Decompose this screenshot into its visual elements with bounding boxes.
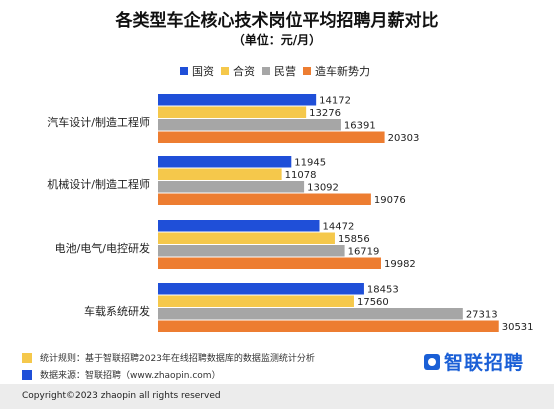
legend-label-minying: 民营: [274, 65, 296, 78]
bar-minying: [158, 308, 463, 320]
legend-label-guozi: 国资: [192, 65, 214, 78]
category-label: 电池/电气/电控研发: [55, 241, 150, 255]
legend-item-hezi: 合资: [221, 63, 255, 79]
bar-guozi: [158, 220, 320, 232]
legend-item-guozi: 国资: [180, 63, 214, 79]
bar-zaoche: [158, 193, 371, 205]
bar-minying: [158, 119, 341, 131]
bar-hezi: [158, 168, 282, 180]
data-label-zaoche: 19982: [384, 259, 416, 270]
legend-item-zaoche: 造车新势力: [303, 63, 370, 79]
footer-bar: [0, 384, 554, 409]
data-label-hezi: 11078: [285, 170, 317, 181]
category-label: 机械设计/制造工程师: [47, 177, 150, 191]
legend-swatch-minying: [262, 67, 270, 75]
category-label: 车载系统研发: [84, 304, 150, 318]
data-label-guozi: 14172: [319, 95, 351, 106]
note-source-marker: [22, 369, 32, 380]
data-label-minying: 16391: [344, 120, 376, 131]
bar-minying: [158, 181, 305, 193]
note-source-text: 数据来源：智联招聘（www.zhaopin.com）: [40, 371, 221, 381]
data-label-guozi: 11945: [294, 157, 326, 168]
chart-legend: 国资 合资 民营 造车新势力: [180, 64, 377, 78]
note-rule-marker: [22, 352, 32, 363]
chart-subtitle: （单位：元/月）: [232, 33, 322, 47]
zhaopin-logo-text: 智联招聘: [444, 352, 525, 374]
data-label-hezi: 13276: [309, 108, 341, 119]
data-label-zaoche: 20303: [388, 133, 420, 144]
data-label-guozi: 14472: [323, 221, 355, 232]
legend-label-hezi: 合资: [233, 65, 255, 78]
bar-zaoche: [158, 131, 385, 143]
bar-hezi: [158, 106, 307, 118]
bar-guozi: [158, 283, 364, 295]
data-label-hezi: 17560: [357, 297, 389, 308]
data-label-minying: 13092: [307, 182, 339, 193]
data-label-zaoche: 30531: [502, 322, 534, 333]
data-label-minying: 27313: [466, 309, 498, 320]
legend-item-minying: 民营: [262, 63, 296, 79]
chart-title: 各类型车企核心技术岗位平均招聘月薪对比: [115, 11, 439, 31]
legend-swatch-zaoche: [303, 67, 311, 75]
category-label: 汽车设计/制造工程师: [47, 115, 150, 129]
data-label-guozi: 18453: [367, 284, 399, 295]
bar-zaoche: [158, 320, 499, 332]
data-label-hezi: 15856: [338, 234, 370, 245]
data-label-minying: 16719: [348, 246, 380, 257]
bar-guozi: [158, 156, 292, 168]
footer-note-source: 数据来源：智联招聘（www.zhaopin.com）: [22, 368, 221, 381]
legend-swatch-hezi: [221, 67, 229, 75]
bar-zaoche: [158, 257, 381, 269]
legend-swatch-guozi: [180, 67, 188, 75]
legend-label-zaoche: 造车新势力: [315, 65, 370, 78]
zhaopin-logo: 智联招聘: [424, 348, 524, 375]
data-label-zaoche: 19076: [374, 195, 406, 206]
note-rule-text: 统计规则：基于智联招聘2023年在线招聘数据库的数据监测统计分析: [40, 354, 315, 364]
copyright-text: Copyright©2023 zhaopin all rights reserv…: [22, 391, 221, 401]
bar-guozi: [158, 94, 317, 106]
footer-note-rule: 统计规则：基于智联招聘2023年在线招聘数据库的数据监测统计分析: [22, 351, 315, 364]
zhaopin-logo-icon: [424, 353, 440, 370]
bar-minying: [158, 245, 345, 257]
bar-hezi: [158, 295, 354, 307]
bar-hezi: [158, 232, 335, 244]
